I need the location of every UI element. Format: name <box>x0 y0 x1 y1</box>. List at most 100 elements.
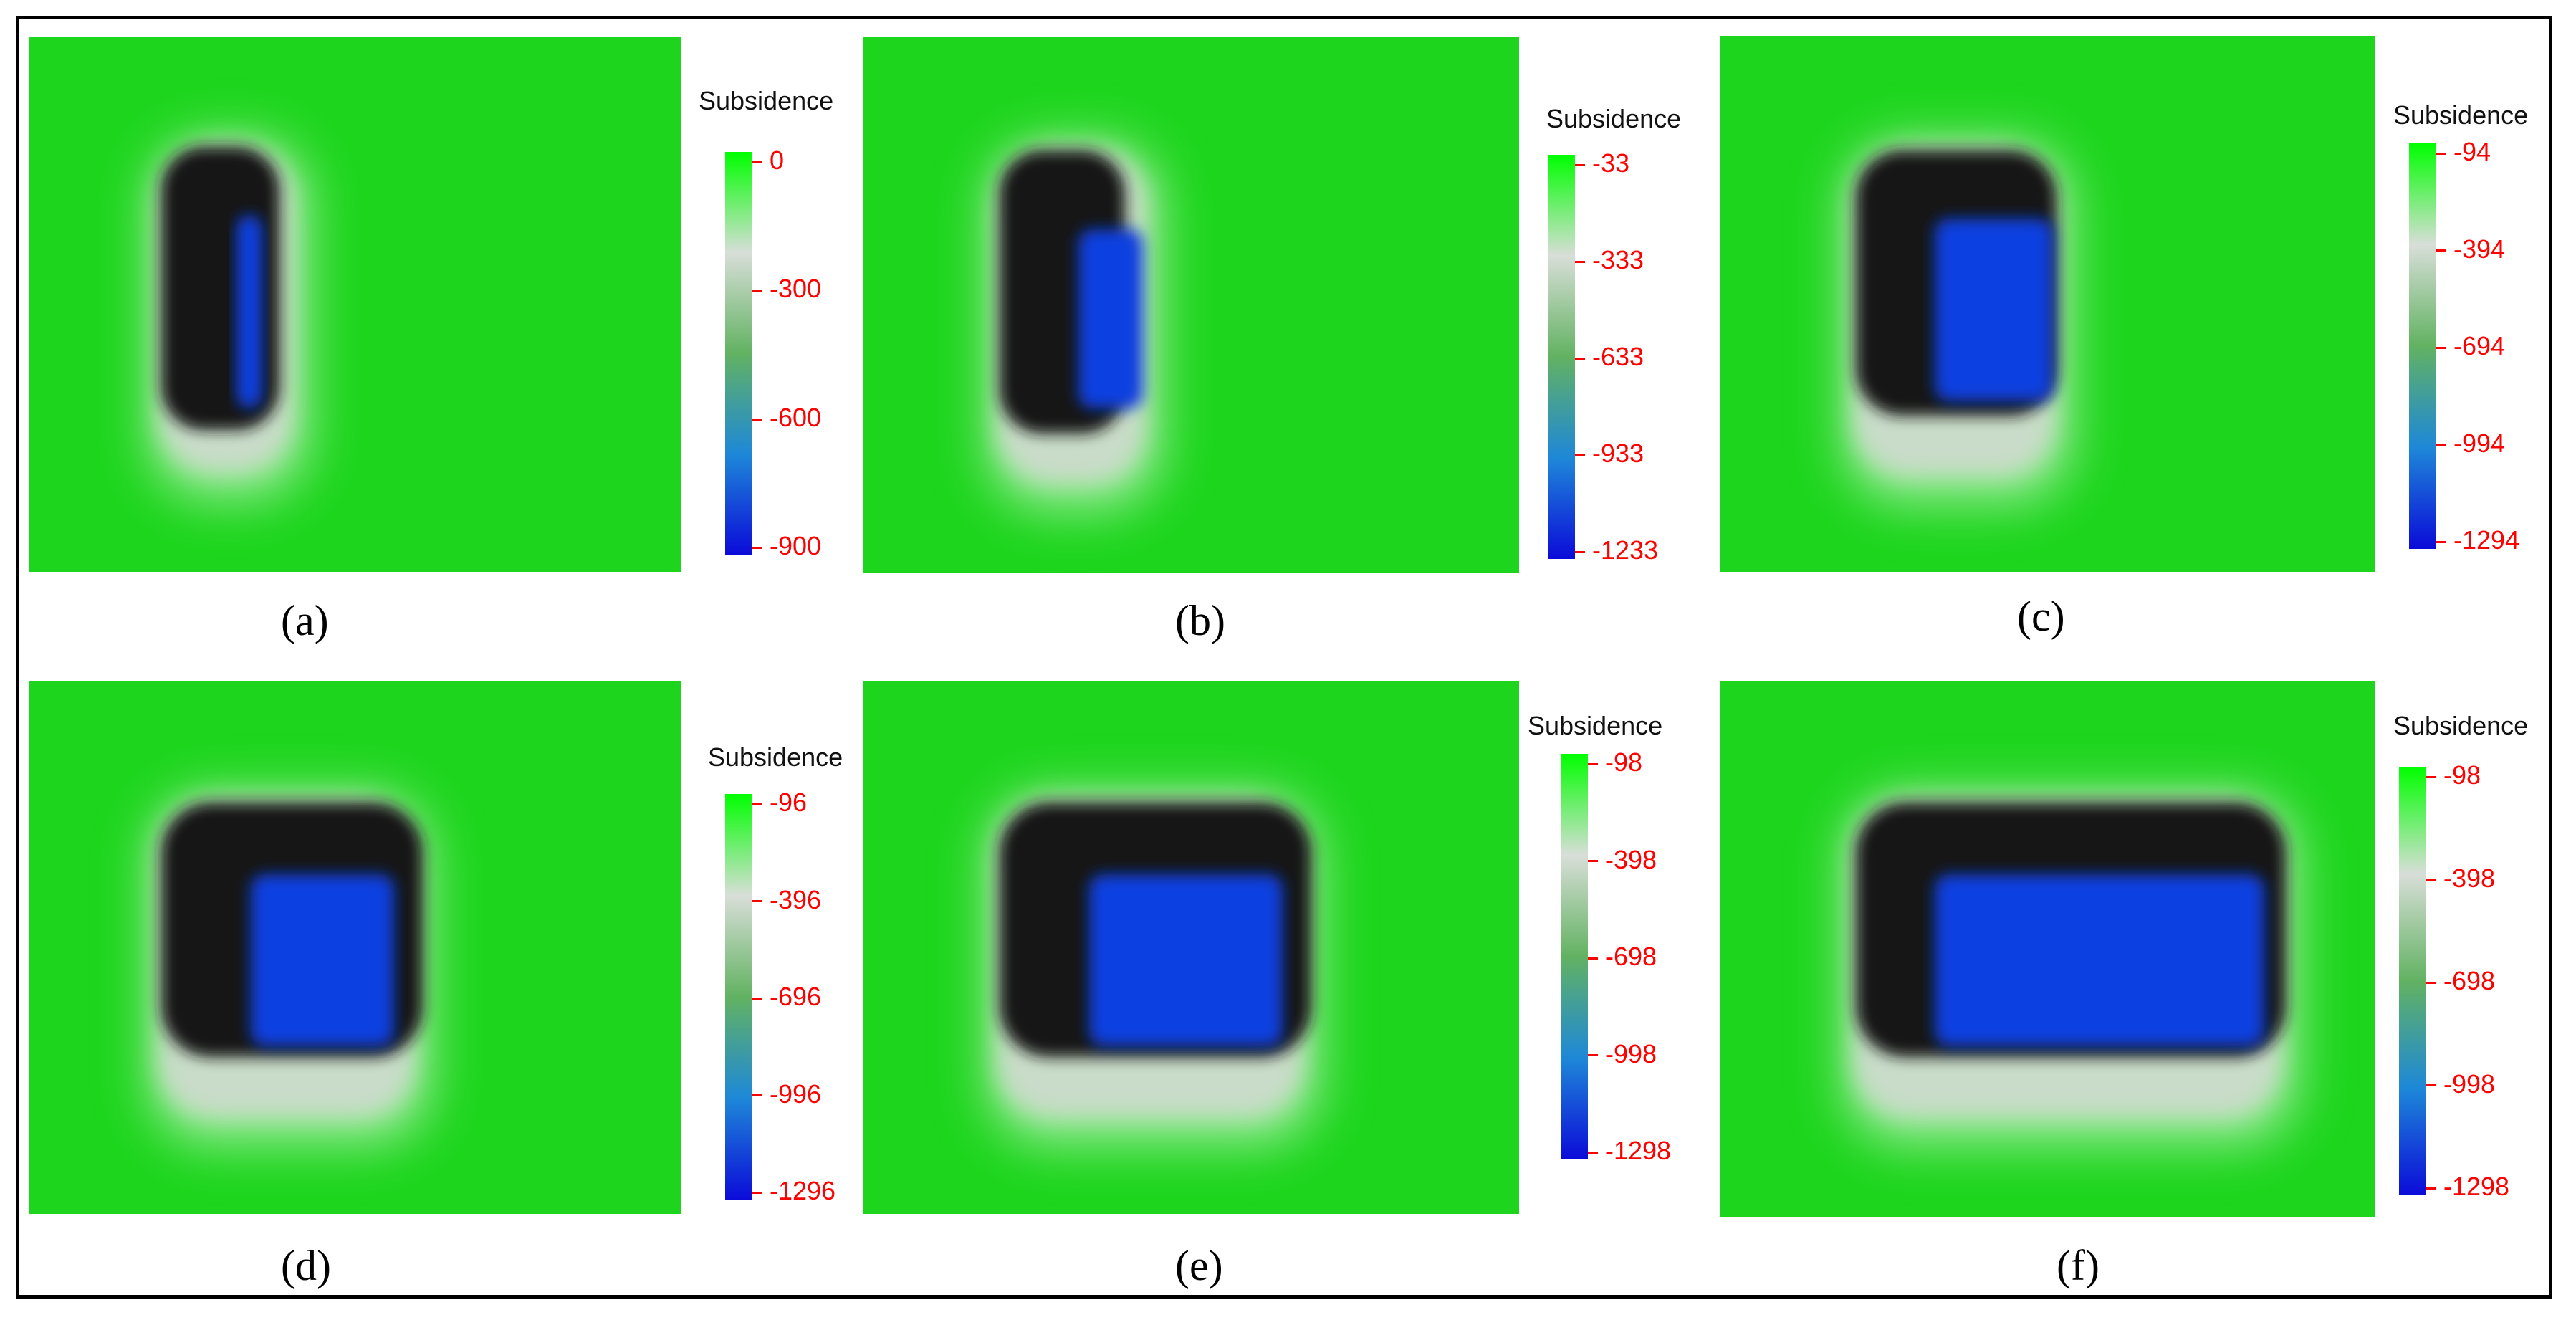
tick-value: -998 <box>1605 1038 1657 1068</box>
ground-surface-area <box>863 37 1519 573</box>
tick-mark <box>1575 454 1585 456</box>
max-subsidence-zone <box>1935 219 2053 401</box>
colorbar <box>1548 155 1575 559</box>
subsidence-contour-plot <box>1720 36 2375 572</box>
colorbar-tick-label: -600 <box>752 402 822 432</box>
tick-value: -33 <box>1592 148 1630 178</box>
tick-mark <box>752 290 762 292</box>
tick-mark <box>2426 981 2436 984</box>
tick-value: -994 <box>2453 428 2506 458</box>
colorbar-tick-label: -694 <box>2436 333 2505 359</box>
panel-caption: (f) <box>2057 1242 2099 1289</box>
subsidence-contour-plot <box>863 681 1519 1214</box>
tick-value: -396 <box>770 884 822 914</box>
panel-caption: (e) <box>1175 1242 1223 1289</box>
tick-value: -94 <box>2453 137 2491 166</box>
tick-value: -694 <box>2453 331 2506 360</box>
tick-value: -933 <box>1592 439 1644 468</box>
colorbar-tick-label: -998 <box>2426 1071 2495 1097</box>
tick-value: -696 <box>770 982 822 1011</box>
legend-title: Subsidence <box>699 86 834 115</box>
colorbar-tick-label: -933 <box>1575 441 1644 467</box>
tick-mark <box>1588 957 1598 960</box>
colorbar <box>2409 143 2436 549</box>
tick-mark <box>2426 1084 2436 1087</box>
colorbar-tick-label: -996 <box>752 1081 821 1107</box>
tick-value: -698 <box>2443 966 2496 995</box>
tick-value: -698 <box>1605 942 1657 971</box>
colorbar <box>725 794 752 1200</box>
colorbar-tick-label: -1233 <box>1575 537 1658 563</box>
tick-value: -1298 <box>1605 1136 1672 1165</box>
tick-value: -1298 <box>2443 1172 2510 1201</box>
colorbar-tick-label: -998 <box>1588 1041 1657 1067</box>
panel-caption: (b) <box>1175 597 1225 644</box>
tick-value: 0 <box>770 145 785 175</box>
colorbar-tick-label: -698 <box>1588 944 1657 970</box>
tick-mark <box>752 1094 762 1097</box>
tick-value: -998 <box>2443 1068 2496 1099</box>
tick-mark <box>2426 879 2436 881</box>
tick-mark <box>752 900 762 903</box>
max-subsidence-zone <box>1935 874 2264 1046</box>
tick-value: -1233 <box>1592 535 1659 565</box>
colorbar-tick-label: -633 <box>1575 344 1644 370</box>
colorbar-tick-label: -394 <box>2436 236 2505 262</box>
tick-mark <box>2436 249 2446 252</box>
legend-title: Subsidence <box>2393 100 2529 130</box>
max-subsidence-zone <box>236 215 262 408</box>
tick-value: -98 <box>1605 747 1643 777</box>
colorbar-tick-label: -1296 <box>752 1178 835 1204</box>
max-subsidence-zone <box>251 874 394 1046</box>
tick-mark <box>2436 540 2446 543</box>
tick-mark <box>1575 260 1585 263</box>
tick-mark <box>2436 444 2446 446</box>
tick-mark <box>752 997 762 1000</box>
tick-value: -398 <box>2443 863 2496 893</box>
colorbar-tick-label: -398 <box>1588 844 1657 874</box>
colorbar-tick-label: -96 <box>752 790 807 816</box>
colorbar-tick-label: -98 <box>1588 750 1642 775</box>
tick-mark <box>1575 357 1585 360</box>
tick-value: -1294 <box>2453 525 2520 555</box>
colorbar <box>2399 767 2426 1195</box>
colorbar-tick-label: -1294 <box>2436 527 2519 553</box>
max-subsidence-zone <box>1089 874 1283 1046</box>
tick-mark <box>1588 860 1598 863</box>
colorbar-tick-label: -300 <box>752 276 821 302</box>
tick-mark <box>1575 550 1585 553</box>
colorbar <box>1561 754 1588 1159</box>
tick-value: -333 <box>1592 245 1644 274</box>
colorbar-tick-label: -698 <box>2426 968 2495 994</box>
ground-surface-area <box>29 37 681 572</box>
tick-value: -96 <box>770 788 808 817</box>
colorbar-tick-label: -396 <box>752 884 822 914</box>
tick-mark <box>752 546 762 549</box>
legend-title: Subsidence <box>2393 711 2529 740</box>
tick-mark <box>2436 152 2446 155</box>
tick-mark <box>2426 775 2436 778</box>
tick-mark <box>1588 1151 1598 1154</box>
tick-mark <box>752 803 762 805</box>
panel-caption: (a) <box>281 597 329 644</box>
colorbar-tick-label: -994 <box>2436 428 2506 458</box>
subsidence-contour-plot <box>1720 681 2375 1217</box>
colorbar-tick-label: -900 <box>752 533 821 559</box>
subsidence-contour-plot <box>29 37 681 572</box>
tick-value: -398 <box>1605 844 1657 874</box>
colorbar-tick-label: -33 <box>1575 150 1629 176</box>
colorbar-tick-label: -1298 <box>2426 1174 2509 1200</box>
panel-caption: (d) <box>281 1242 331 1289</box>
subsidence-contour-plot <box>29 681 681 1214</box>
panel-caption: (c) <box>2017 593 2065 640</box>
colorbar-tick-label: -696 <box>752 984 821 1010</box>
colorbar-tick-label: -398 <box>2426 863 2496 893</box>
tick-value: -900 <box>770 531 822 560</box>
max-subsidence-zone <box>1078 229 1143 408</box>
tick-value: -1296 <box>770 1176 836 1205</box>
colorbar <box>725 152 752 555</box>
tick-value: -600 <box>770 402 822 432</box>
colorbar-tick-label: -1298 <box>1588 1138 1671 1164</box>
tick-value: -996 <box>770 1079 822 1109</box>
legend-title: Subsidence <box>1546 104 1682 133</box>
